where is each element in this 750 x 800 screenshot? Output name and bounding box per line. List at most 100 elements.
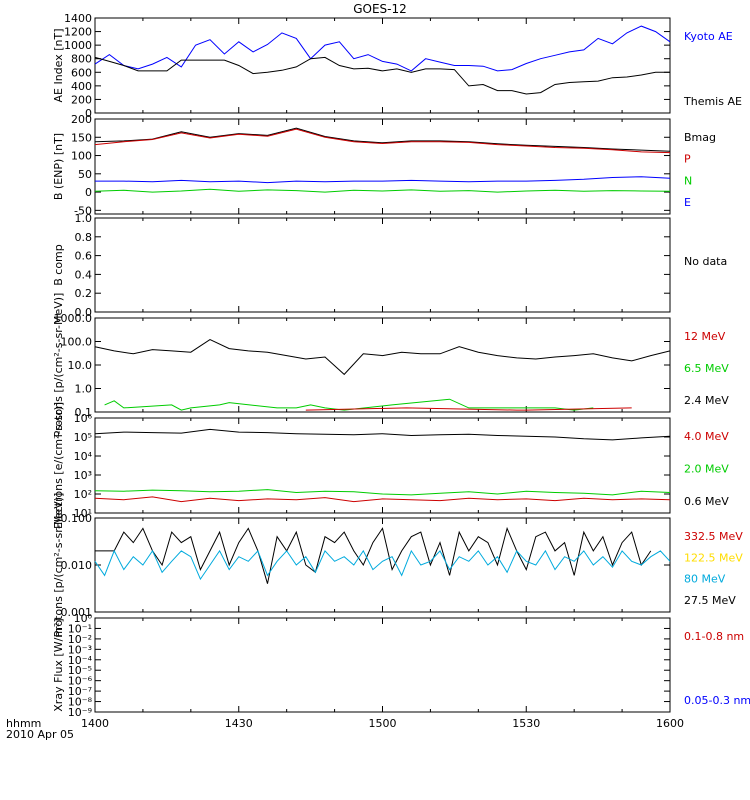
series-line-80-mev — [94, 549, 671, 581]
y-tick-label: 1.0 — [75, 383, 93, 396]
y-tick-label: 150 — [71, 131, 92, 144]
legend-label: 4.0 MeV — [684, 430, 729, 443]
y-tick-label: 1000.0 — [54, 312, 93, 325]
y-tick-label: 100 — [71, 150, 92, 163]
legend-label: 12 MeV — [684, 330, 726, 343]
panel-frame — [94, 217, 671, 313]
x-axis-labels: 1400 1430 1500 1530 1600 — [81, 717, 684, 730]
footer-hhmm: hhmm — [6, 717, 41, 730]
panel-frame — [94, 617, 671, 713]
legend-label: 2.4 MeV — [684, 394, 729, 407]
y-tick-label: 200 — [71, 93, 92, 106]
panel-5: 10¹ 10² 10³ 10⁴ 10⁵ 10⁶ Electrons [e/(cm²-s-sr… — [52, 402, 729, 529]
series-line-6-5-mev — [104, 398, 594, 411]
y-tick-label: 10³ — [74, 469, 92, 482]
y-tick-label: 1.0 — [75, 212, 93, 225]
y-tick-label: 10⁻⁵ — [68, 664, 92, 677]
y-tick-label: 10⁻⁷ — [68, 685, 92, 698]
y-tick-label: 10⁻² — [68, 633, 92, 646]
y-tick-label: 0.8 — [75, 231, 93, 244]
y-tick-label: 10⁻⁴ — [68, 654, 93, 667]
x-tick-label: 1600 — [656, 717, 684, 730]
y-tick-label: 0.6 — [75, 250, 93, 263]
y-tick-label: 10⁻⁸ — [68, 696, 93, 709]
y-tick-label: 10⁻³ — [68, 643, 92, 656]
legend-label: N — [684, 174, 692, 187]
y-tick-label: 1000 — [64, 39, 92, 52]
x-tick-label: 1530 — [512, 717, 540, 730]
legend-label: 80 MeV — [684, 573, 726, 586]
y-tick-label: 10⁶ — [74, 412, 93, 425]
series-line-4-0-mev — [94, 496, 671, 503]
panel-3: 0.0 0.2 0.4 0.6 0.8 1.0 B comp No data — [52, 212, 727, 319]
y-tick-label: 400 — [71, 80, 92, 93]
legend-label: No data — [684, 255, 727, 268]
y-tick-label: 10¹ — [74, 507, 92, 520]
y-tick-label: 10⁻⁶ — [68, 675, 93, 688]
y-tick-label: 0.010 — [61, 559, 93, 572]
legend-label: 6.5 MeV — [684, 362, 729, 375]
series-line-p — [94, 128, 671, 154]
y-tick-label: 0.2 — [75, 287, 93, 300]
legend-label: 0.05-0.3 nm — [684, 694, 750, 707]
series-line-e — [95, 176, 671, 184]
panel-frame — [94, 317, 671, 413]
series-line-12-mev — [305, 407, 632, 411]
y-tick-label: 10⁰ — [74, 612, 93, 625]
series-line-kyoto-ae — [94, 25, 671, 72]
panel-2: -50 0 50 100 150 200 B (ENP) [nT] Bmag PNE — [52, 113, 716, 217]
legend-label: Bmag — [684, 131, 716, 144]
series-line-27-5-mev — [95, 526, 652, 584]
legend-label: E — [684, 196, 691, 209]
y-axis-label: Protons [p/(cm²-s-sr-MeV)] — [52, 293, 65, 438]
legend-label: Kyoto AE — [684, 30, 733, 43]
y-axis-label: Protons [p/(cm²-s-sr-MeV)] — [52, 493, 65, 638]
y-tick-label: 0.4 — [75, 268, 93, 281]
y-tick-label: 10⁻¹ — [68, 622, 92, 635]
x-tick-label: 1400 — [81, 717, 109, 730]
y-tick-label: 10⁴ — [74, 450, 93, 463]
y-tick-label: 10.0 — [68, 359, 93, 372]
y-axis-label: B (ENP) [nT] — [52, 133, 65, 200]
y-tick-label: 100.0 — [61, 336, 93, 349]
x-tick-label: 1430 — [225, 717, 253, 730]
series-line-bmag — [94, 127, 671, 152]
y-tick-label: 1200 — [64, 26, 92, 39]
y-tick-label: 0.0 — [75, 306, 93, 319]
y-tick-label: 0.100 — [61, 512, 93, 525]
y-tick-label: 1400 — [64, 12, 92, 25]
legend-label: P — [684, 153, 691, 166]
legend-label: 2.0 MeV — [684, 463, 729, 476]
y-tick-label: 0 — [85, 186, 92, 199]
y-tick-label: 0.001 — [61, 606, 93, 619]
y-axis-label: Xray Flux [W/m²] — [52, 618, 65, 711]
plot-title: GOES-12 — [353, 2, 407, 16]
legend-label: Themis AE — [683, 95, 742, 108]
y-axis-label: B comp — [52, 244, 65, 286]
series-line-n — [94, 188, 671, 193]
x-tick-label: 1500 — [369, 717, 397, 730]
series-line-0-6-mev — [94, 428, 671, 441]
y-tick-label: 10⁻⁹ — [68, 706, 92, 719]
y-tick-label: 50 — [78, 168, 92, 181]
series-line-2-0-mev — [94, 489, 671, 496]
y-tick-label: 800 — [71, 53, 92, 66]
legend-label: 332.5 MeV — [684, 530, 743, 543]
y-tick-label: 0 — [85, 107, 92, 120]
y-tick-label: -50 — [74, 204, 92, 217]
footer-date: 2010 Apr 05 — [6, 728, 74, 741]
y-tick-label: 600 — [71, 66, 92, 79]
y-axis-label: Electrons [e/(cm²-s-sr)] — [52, 402, 65, 529]
legend-label: 122.5 MeV — [684, 551, 743, 564]
series-line-themis-ae — [94, 56, 670, 95]
y-axis-label: AE Index [nT] — [52, 28, 65, 102]
legend-label: 0.1-0.8 nm — [684, 630, 744, 643]
panel-frame — [94, 17, 671, 114]
legend-label: 27.5 MeV — [684, 594, 736, 607]
y-tick-label: 10⁵ — [74, 431, 92, 444]
